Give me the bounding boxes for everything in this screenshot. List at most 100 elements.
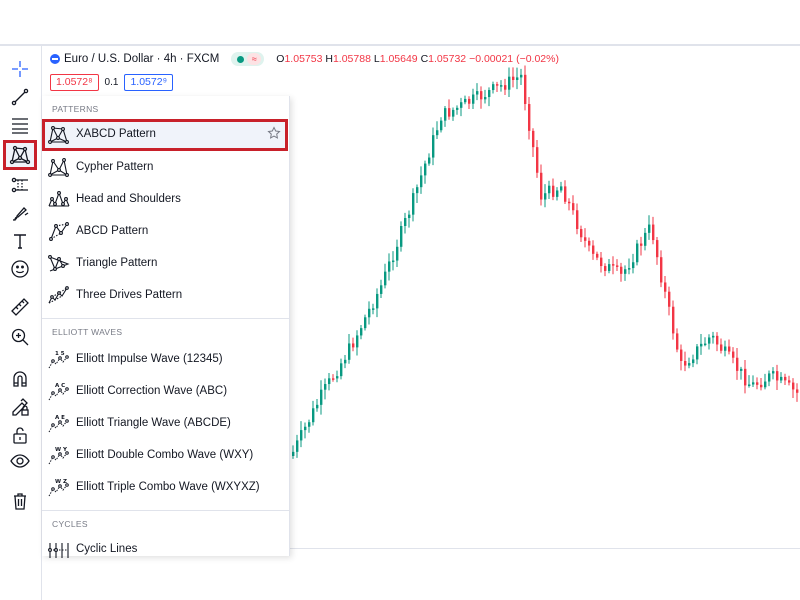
candle-body [388,261,391,272]
triangle-wave-icon: A E [48,415,69,433]
emoji-tool[interactable] [4,254,36,284]
prediction-measurement-icon [11,177,28,193]
remove-tool[interactable] [4,486,36,516]
ruler-tool[interactable] [4,292,36,322]
hide-tool[interactable] [4,446,36,476]
double-combo-icon: W Y [48,447,69,465]
candle-body [588,240,591,246]
candle-body [520,74,523,78]
menu-item-triangle-wave[interactable]: A E Elliott Triangle Wave (ABCDE) [42,408,288,440]
candle-body [704,343,707,346]
candle-body [340,363,343,377]
lock-icon [13,427,27,444]
magnet-tool[interactable] [4,364,36,394]
sell-price-button[interactable]: 1.0572⁸ [50,74,99,91]
triangle-icon [48,255,70,272]
menu-item-cypher[interactable]: Cypher Pattern [42,152,288,184]
candle-body [580,229,583,238]
spread-value: 0.1 [104,77,119,88]
menu-item-double-combo[interactable]: W Y Elliott Double Combo Wave (WXY) [42,440,288,472]
star-favorite-icon[interactable] [267,126,281,140]
lock-drawing-icon [12,398,29,416]
menu-item-cyclic-lines[interactable]: Cyclic Lines [42,534,288,566]
lock-all-tool[interactable] [4,420,36,450]
menu-item-label: Elliott Double Combo Wave (WXY) [76,449,254,461]
prediction-tool[interactable] [4,170,36,200]
candle-body [756,382,759,385]
symbol-title[interactable]: Euro / U.S. Dollar · 4h · FXCM [64,53,220,65]
svg-text:W Z: W Z [55,479,67,485]
candle-body [360,328,363,336]
candle-body [648,224,651,233]
menu-item-abcd[interactable]: ABCD Pattern [42,216,288,248]
candle-body [692,359,695,364]
candle-body [608,264,611,271]
candle-body [784,376,787,381]
menu-item-impulse-wave[interactable]: 1 5 Elliott Impulse Wave (12345) [42,344,288,376]
fib-retracement-tool[interactable] [4,110,36,140]
trend-line-icon [11,88,29,106]
candle-body [632,262,635,269]
market-open-dot-icon [237,55,245,63]
candle-body [548,185,551,194]
candle-body [396,246,399,261]
candle-body [620,266,623,274]
wave-badge-icon: ≈ [247,53,262,65]
candle-body [700,343,703,347]
candle-body [552,185,555,197]
menu-item-label: Elliott Impulse Wave (12345) [76,353,223,365]
candle-body [408,214,411,219]
candle-body [760,384,763,388]
candle-body [320,389,323,405]
candle-body [616,265,619,267]
candle-body [432,135,435,158]
candle-body [308,422,311,427]
zoom-in-tool[interactable] [4,322,36,352]
menu-item-triple-combo[interactable]: W Z Elliott Triple Combo Wave (WXYXZ) [42,472,288,504]
candle-body [680,349,683,361]
menu-item-head-shoulders[interactable]: Head and Shoulders [42,184,288,216]
lock-drawing-tool[interactable] [4,392,36,422]
patterns-tool[interactable] [3,140,37,170]
candle-body [428,157,431,164]
candle-body [480,91,483,100]
trend-line-tool[interactable] [4,82,36,112]
candle-body [748,384,751,386]
section-header-cycles: CYCLES [52,519,88,529]
menu-item-three-drives[interactable]: Three Drives Pattern [42,280,288,312]
menu-item-xabcd[interactable]: XABCD Pattern [42,119,288,151]
menu-item-triangle[interactable]: Triangle Pattern [42,248,288,280]
candle-body [676,333,679,350]
candle-body [436,130,439,136]
candle-body [416,187,419,194]
candle-body [640,243,643,246]
cyclic-lines-icon [48,543,69,558]
market-status-pill[interactable]: ≈ [231,52,265,66]
candle-body [372,308,375,310]
candle-body [492,84,495,91]
time-axis[interactable] [290,548,800,566]
crosshair-icon [12,61,28,77]
candle-body [592,245,595,254]
candle-body [624,269,627,274]
candle-body [796,389,799,393]
brush-tool[interactable] [4,198,36,228]
candle-body [568,201,571,204]
candle-body [776,371,779,381]
candle-body [740,368,743,371]
section-header-elliott: ELLIOTT WAVES [52,327,123,337]
svg-text:A C: A C [55,383,65,389]
buy-price-button[interactable]: 1.0572⁹ [124,74,174,91]
candle-body [524,74,527,105]
menu-item-label: Head and Shoulders [76,193,181,205]
candle-body [572,203,575,211]
menu-item-correction-wave[interactable]: A C Elliott Correction Wave (ABC) [42,376,288,408]
section-divider [42,510,290,511]
crosshair-tool[interactable] [4,54,36,84]
candle-body [352,343,355,348]
candle-body [344,359,347,364]
candle-body [368,308,371,318]
candle-body [452,109,455,117]
text-tool[interactable] [4,226,36,256]
candle-body [664,282,667,292]
